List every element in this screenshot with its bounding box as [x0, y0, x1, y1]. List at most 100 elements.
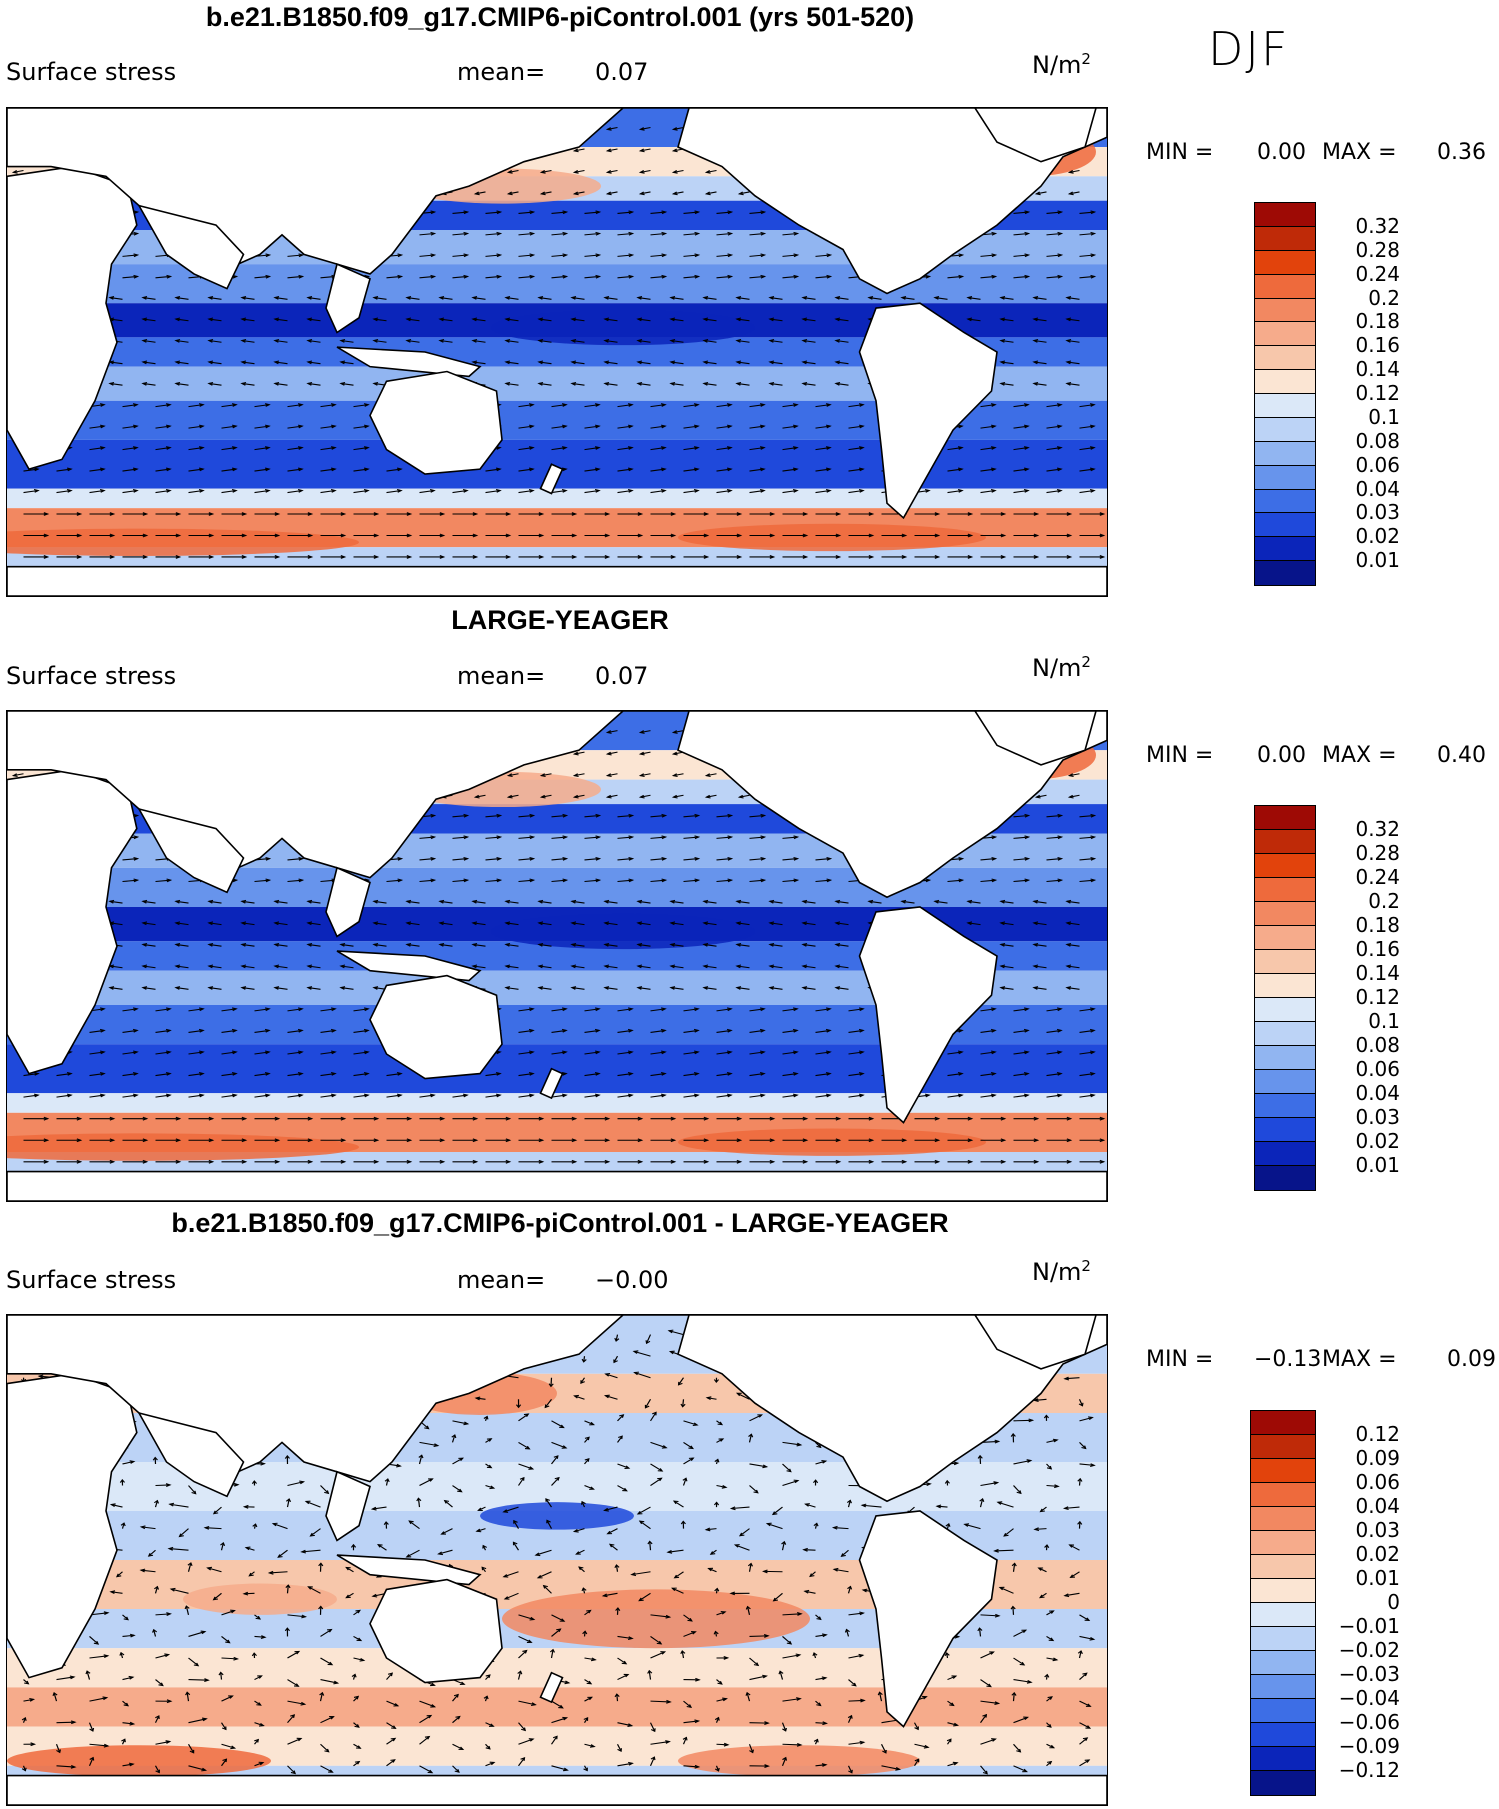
wind-vector	[56, 468, 72, 472]
wind-vector-head	[1089, 1007, 1096, 1012]
wind-vector	[451, 1434, 456, 1443]
wind-vector-head	[594, 1093, 601, 1098]
wind-vector-head	[406, 555, 413, 559]
wind-vector-head	[1000, 1138, 1007, 1143]
wind-vector-head	[519, 1476, 525, 1481]
wind-vector-head	[745, 1605, 751, 1610]
wind-vector-head	[1056, 1072, 1063, 1076]
wind-vector	[650, 1029, 666, 1033]
wind-vector-head	[260, 1461, 266, 1466]
wind-vector-head	[991, 253, 998, 258]
wind-vector-head	[958, 274, 965, 279]
wind-vector-head	[505, 1116, 512, 1121]
wind-vector-head	[816, 1702, 822, 1707]
wind-vector-head	[429, 489, 436, 493]
wind-vector-head	[384, 1478, 390, 1483]
wind-vector	[716, 1008, 732, 1012]
wind-vector	[551, 1700, 563, 1709]
wind-vector-head	[979, 1498, 985, 1502]
wind-vector	[703, 382, 717, 386]
wind-vector-head	[528, 489, 535, 493]
wind-vector	[221, 1073, 237, 1077]
wind-vector	[1013, 1716, 1028, 1724]
wind-vector-head	[694, 1764, 701, 1769]
wind-vector-head	[562, 1716, 569, 1721]
wind-vector	[517, 1671, 522, 1680]
wind-vector-head	[1033, 512, 1040, 516]
wind-vector	[269, 1571, 288, 1574]
wind-vector-head	[397, 856, 404, 861]
wind-vector	[1064, 1377, 1080, 1380]
wind-vector-head	[638, 1520, 645, 1525]
wind-vector-head	[174, 986, 181, 990]
wind-vector-head	[858, 489, 865, 493]
wind-vector	[736, 922, 750, 926]
wind-vector-head	[89, 1727, 95, 1732]
wind-vector	[1000, 900, 1014, 904]
wind-vector-head	[759, 1072, 766, 1076]
wind-vector	[287, 879, 303, 883]
wind-vector-head	[748, 1433, 754, 1438]
wind-vector-head	[924, 489, 931, 493]
wind-vector-head	[561, 1028, 568, 1033]
wind-vector-head	[759, 1028, 766, 1033]
wind-vector	[207, 1567, 222, 1573]
wind-vector	[89, 1655, 108, 1659]
wind-vector	[452, 1716, 461, 1724]
wind-vector	[187, 1743, 195, 1754]
wind-vector	[472, 318, 486, 322]
wind-vector	[683, 814, 699, 818]
wind-vector-head	[99, 467, 106, 472]
wind-vector-head	[858, 1072, 865, 1076]
wind-vector-head	[998, 1586, 1005, 1591]
wind-vector-head	[586, 1680, 593, 1685]
wind-vector-head	[99, 1072, 106, 1076]
wind-vector	[122, 879, 138, 883]
wind-vector-head	[957, 489, 964, 493]
wind-vector	[353, 1051, 369, 1055]
wind-vector-head	[661, 274, 668, 279]
colorbar-cell	[1255, 830, 1315, 854]
wind-vector-head	[575, 1551, 581, 1555]
wind-vector	[386, 879, 402, 883]
wind-vector-head	[735, 986, 742, 990]
wind-vector-head	[652, 1411, 657, 1416]
wind-vector-head	[570, 942, 577, 947]
wind-vector-head	[801, 899, 808, 904]
wind-vector-head	[671, 773, 678, 777]
wind-vector	[188, 1657, 199, 1667]
wind-vector-head	[486, 1464, 493, 1469]
wind-vector-head	[463, 253, 470, 258]
wind-vector-head	[207, 317, 214, 322]
wind-vector-head	[109, 1503, 116, 1508]
wind-vector	[505, 943, 519, 947]
wind-vector	[638, 1592, 651, 1602]
wind-vector	[541, 191, 552, 195]
wind-vector-head	[198, 1093, 205, 1098]
wind-vector-head	[1043, 1414, 1050, 1419]
wind-vector-head	[637, 555, 644, 559]
wind-vector	[320, 425, 336, 429]
wind-vector-head	[1033, 555, 1040, 559]
wind-vector	[186, 1692, 190, 1702]
wind-vector-head	[103, 1743, 110, 1748]
wind-vector-head	[502, 1509, 509, 1513]
wind-vector-head	[721, 1484, 728, 1489]
wind-vector-head	[595, 856, 602, 861]
wind-vector-head	[595, 253, 602, 258]
wind-vector	[847, 1586, 852, 1594]
wind-vector-head	[284, 1455, 291, 1459]
wind-vector-head	[718, 1438, 725, 1442]
wind-vector	[254, 879, 270, 883]
wind-vector-head	[694, 210, 701, 215]
wind-vector-head	[613, 1359, 618, 1364]
wind-vector-head	[11, 773, 18, 777]
wind-vector-head	[921, 1695, 928, 1700]
wind-vector	[571, 297, 585, 300]
wind-vector-head	[603, 296, 610, 300]
wind-vector-head	[141, 986, 148, 990]
wind-vector-head	[990, 446, 997, 450]
wind-vector-head	[861, 1588, 868, 1593]
continent-outline	[975, 1315, 1096, 1369]
wind-vector	[650, 489, 666, 494]
